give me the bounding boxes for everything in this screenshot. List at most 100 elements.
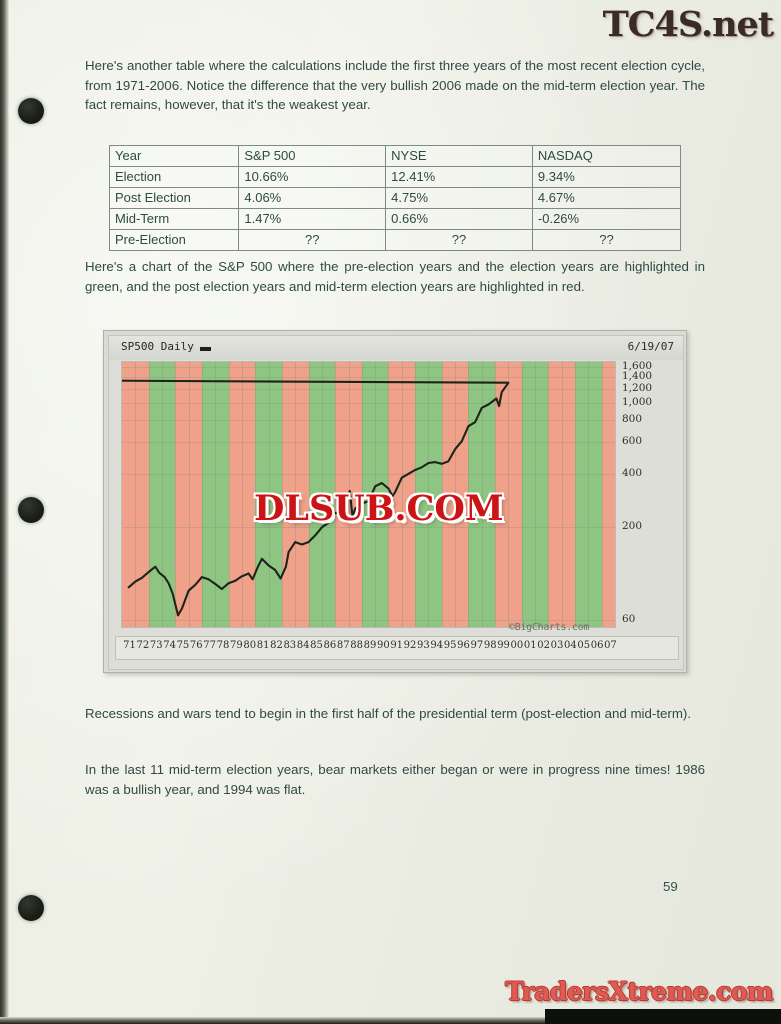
chart-band-green [575, 362, 602, 627]
chart-band-red [601, 362, 615, 627]
recessions-paragraph: Recessions and wars tend to begin in the… [85, 706, 692, 721]
chart-band-red [441, 362, 469, 627]
x-axis-year-labels: 71 72 73 74 75 76 77 78 79 80 81 82 83 84 85 86 87 88 89 90… [123, 640, 617, 651]
chart-date-label: 6/19/07 [627, 340, 674, 353]
tradersxtreme-logo: TradersXtreme.com [505, 977, 773, 1006]
chart-inner-frame: SP500 Daily 6/19/07 1,600 1,400 1,200 1,000… [108, 335, 684, 670]
y-axis-tick: 200 [622, 520, 643, 532]
sp500-price-line [122, 379, 510, 617]
chart-band-green [255, 362, 282, 627]
scan-edge-bottom [0, 1017, 781, 1024]
table-header-row: Year S&P 500 NYSE NASDAQ [108, 145, 682, 167]
chart-intro-paragraph: Here's a chart of the S&P 500 where the … [85, 259, 705, 294]
hole-punch-bottom [18, 895, 44, 921]
row-label: Mid-Term [108, 208, 240, 230]
y-axis-tick: 1,600 [622, 360, 653, 372]
x-axis-year: 96 [457, 640, 470, 651]
y-axis-tick: 1,400 [622, 370, 653, 382]
table-row: Pre-Election ?? ?? ?? [108, 229, 682, 251]
x-axis-year: 05 [577, 640, 591, 651]
y-axis-tick: 1,000 [622, 396, 653, 408]
x-axis-year: 04 [563, 640, 577, 651]
chart-band-green [521, 362, 549, 627]
header-year: Year [108, 145, 240, 167]
series-color-swatch-icon [200, 347, 211, 351]
x-axis-year: 07 [604, 640, 617, 651]
chart-band-red [548, 362, 576, 627]
y-axis: 1,600 1,400 1,200 1,000 800 600 400 200 60 [618, 360, 680, 628]
chart-titlebar: SP500 Daily 6/19/07 [109, 336, 683, 360]
y-axis-tick: 60 [622, 613, 636, 625]
y-axis-tick: 600 [622, 435, 643, 447]
x-axis-year: 71 [123, 640, 136, 651]
header-nasdaq: NASDAQ [531, 145, 682, 167]
x-axis-year: 01 [523, 640, 537, 651]
hole-punch-top [18, 98, 44, 124]
chart-band-green [361, 362, 389, 627]
table-row: Post Election 4.06% 4.75% 4.67% [108, 187, 682, 209]
chart-band-green [468, 362, 496, 627]
x-axis-year: 77 [203, 640, 217, 651]
y-axis-tick: 1,200 [622, 382, 653, 394]
cell-nasdaq: ?? [531, 229, 682, 251]
chart-series-label: SP500 Daily [121, 340, 194, 353]
x-axis-year: 97 [470, 640, 484, 651]
page-number: 59 [663, 879, 678, 894]
cell-nyse: ?? [385, 229, 533, 251]
cell-sp500: 4.06% [238, 187, 387, 209]
row-label: Pre-Election [108, 229, 240, 251]
row-label: Election [108, 166, 240, 188]
x-axis-year: 75 [176, 640, 190, 651]
header-nyse: NYSE [385, 145, 533, 167]
x-axis-year: 74 [163, 640, 176, 651]
cell-nyse: 0.66% [385, 208, 533, 230]
x-axis-year: 84 [296, 640, 310, 651]
x-axis-year: 88 [350, 640, 363, 651]
x-axis: 71 72 73 74 75 76 77 78 79 80 81 82 83 84 85 86 87 88 89 90… [115, 636, 679, 660]
x-axis-year: 78 [216, 640, 230, 651]
row-label: Post Election [108, 187, 240, 209]
chart-band-green [415, 362, 442, 627]
x-axis-year: 02 [537, 640, 550, 651]
scan-edge-left [0, 0, 9, 1024]
x-axis-year: 92 [403, 640, 417, 651]
cell-sp500: 1.47% [238, 208, 387, 230]
tc4s-logo: TC4S.net [602, 4, 774, 45]
bigcharts-credit: ©BigCharts.com [509, 622, 590, 633]
cell-nasdaq: 9.34% [531, 166, 682, 188]
x-axis-year: 72 [136, 640, 150, 651]
table-row: Mid-Term 1.47% 0.66% -0.26% [108, 208, 682, 230]
cell-nyse: 12.41% [385, 166, 533, 188]
cell-nasdaq: -0.26% [531, 208, 682, 230]
cell-sp500: ?? [238, 229, 387, 251]
election-cycle-returns-table: Year S&P 500 NYSE NASDAQ Election 10.66%… [108, 145, 682, 251]
x-axis-year: 82 [270, 640, 283, 651]
x-axis-year: 91 [390, 640, 404, 651]
chart-band-red [281, 362, 309, 627]
x-axis-year: 76 [189, 640, 203, 651]
scan-edge-bottom-dark [545, 1009, 781, 1024]
x-axis-year: 03 [550, 640, 564, 651]
hole-punch-middle [18, 497, 44, 523]
x-axis-year: 73 [149, 640, 163, 651]
table-row: Election 10.66% 12.41% 9.34% [108, 166, 682, 188]
cell-nyse: 4.75% [385, 187, 533, 209]
chart-band-red [228, 362, 256, 627]
x-axis-year: 80 [243, 640, 257, 651]
x-axis-year: 06 [590, 640, 604, 651]
x-axis-year: 85 [310, 640, 323, 651]
cell-sp500: 10.66% [238, 166, 387, 188]
x-axis-year: 89 [363, 640, 377, 651]
intro-paragraph: Here's another table where the calculati… [85, 58, 705, 112]
x-axis-year: 87 [336, 640, 350, 651]
x-axis-year: 83 [283, 640, 297, 651]
x-axis-year: 95 [443, 640, 457, 651]
x-axis-year: 00 [510, 640, 524, 651]
x-axis-year: 93 [417, 640, 430, 651]
y-axis-tick: 400 [622, 467, 643, 479]
x-axis-year: 90 [376, 640, 390, 651]
header-sp500: S&P 500 [238, 145, 387, 167]
bear-markets-paragraph: In the last 11 mid-term election years, … [85, 762, 705, 797]
chart-band-green [148, 362, 176, 627]
